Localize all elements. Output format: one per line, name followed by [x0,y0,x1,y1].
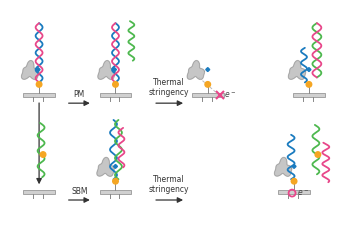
Polygon shape [36,68,40,72]
Text: PM: PM [74,90,85,99]
Circle shape [113,179,118,184]
Bar [278,190,310,194]
Circle shape [315,152,321,157]
Text: $e^-$: $e^-$ [224,91,236,100]
Polygon shape [206,68,210,72]
Polygon shape [113,68,117,72]
Circle shape [113,82,118,87]
Text: SBM: SBM [71,187,88,196]
Polygon shape [98,61,115,79]
Bar [100,93,131,97]
Circle shape [291,179,297,184]
Text: Thermal
stringency: Thermal stringency [149,175,189,194]
Polygon shape [113,165,118,168]
Circle shape [306,82,312,87]
Polygon shape [275,157,292,176]
Bar [293,93,325,97]
Polygon shape [97,157,114,176]
Bar [100,190,131,194]
Circle shape [36,82,42,87]
Polygon shape [21,61,39,79]
Text: $e^-$: $e^-$ [297,188,309,198]
Bar [23,93,55,97]
Polygon shape [292,165,296,168]
Polygon shape [187,61,205,79]
Circle shape [205,82,210,87]
Polygon shape [307,68,311,72]
Polygon shape [288,61,306,79]
Bar [192,93,224,97]
Bar [23,190,55,194]
Circle shape [40,152,46,157]
Text: Thermal
stringency: Thermal stringency [149,78,189,97]
